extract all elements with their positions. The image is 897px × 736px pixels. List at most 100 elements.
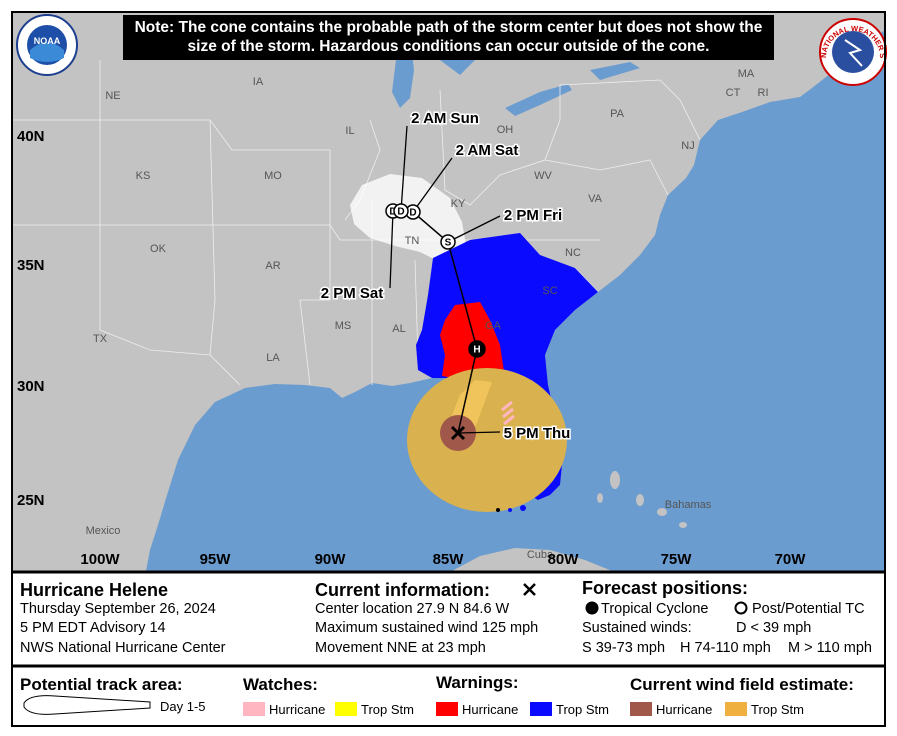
ptc-icon: [734, 601, 748, 615]
place-label: NE: [105, 90, 120, 102]
track-point: [468, 340, 486, 358]
leader-line: [447, 215, 501, 243]
note-box: [123, 15, 774, 60]
wind-m: M > 110 mph: [788, 640, 872, 656]
leader-line: [389, 210, 394, 289]
day-range: Day 1-5: [160, 699, 206, 714]
lake: [505, 84, 572, 116]
x-mark: [523, 583, 536, 596]
current-heading: Current information:: [315, 580, 490, 600]
track-symbol: D: [409, 208, 416, 219]
lake: [590, 62, 640, 80]
noaa-text: NOAA: [34, 36, 61, 46]
place-labels: NE IA IL OH PA MA CT RI NJ WV VA KY KS MO OK AR TN NC SC GA…: [86, 68, 769, 561]
place-label: KY: [451, 198, 466, 210]
wind-s: S 39-73 mph: [582, 640, 665, 656]
grid-labels: 40N 35N 30N 25N 100W 95W 90W 85W 80W 75W 70W: [17, 128, 806, 568]
track-time: 2 AM Sat: [456, 142, 519, 159]
wind-d: D < 39 mph: [736, 620, 811, 636]
x-icon: [523, 583, 536, 596]
border: [299, 150, 331, 386]
place-label: LA: [266, 352, 280, 364]
track-symbol: D: [397, 207, 404, 218]
date: Thursday September 26, 2024: [20, 601, 216, 617]
bahamas: [597, 471, 687, 528]
max-wind: Maximum sustained wind 125 mph: [315, 620, 538, 636]
place-label: PA: [610, 108, 625, 120]
border: [209, 119, 241, 386]
note: Note: The cone contains the probable pat…: [134, 19, 763, 55]
place-label: WV: [534, 170, 552, 182]
track-time: 2 AM Sun: [411, 110, 479, 127]
border: [559, 79, 701, 141]
place-label: NC: [565, 247, 581, 259]
hatch: [501, 400, 513, 412]
place-label: Cuba: [527, 549, 554, 561]
place-label: KS: [136, 170, 151, 182]
wind-field-tropical-storm: [407, 368, 567, 512]
swatch-label: Trop Stm: [751, 702, 804, 717]
cone: [350, 174, 466, 262]
leader-line: [400, 125, 408, 212]
keys: [496, 508, 500, 512]
track-time: 2 PM Sat: [321, 285, 384, 302]
swatch: [243, 702, 265, 716]
swatch: [725, 702, 747, 716]
swatches: Hurricane Trop Stm Hurricane Trop Stm Hurric…: [243, 702, 804, 717]
swatch-label: Trop Stm: [556, 702, 609, 717]
advisory: 5 PM EDT Advisory 14: [20, 620, 166, 636]
forecast-heading: Forecast positions:: [582, 578, 748, 598]
track-heading: Potential track area:: [20, 675, 183, 694]
place-label: MS: [335, 320, 352, 332]
track-symbol: D: [389, 207, 396, 218]
lon-label: 70W: [775, 551, 807, 568]
island: [636, 494, 644, 506]
place-label: AL: [392, 323, 405, 335]
border: [12, 119, 330, 151]
track-time: 5 PM Thu: [504, 425, 571, 442]
place-label: IA: [253, 76, 264, 88]
lat-label: 35N: [17, 257, 45, 274]
place-label: OK: [150, 243, 167, 255]
island: [597, 493, 603, 503]
frame: [11, 11, 886, 727]
place-label: IL: [345, 125, 354, 137]
current-position: [450, 425, 466, 441]
place-label: GA: [485, 320, 502, 332]
warnings-heading: Warnings:: [436, 673, 518, 692]
post-tc: Post/Potential TC: [752, 601, 865, 617]
place-label: Mexico: [86, 525, 121, 537]
map: NE IA IL OH PA MA CT RI NJ WV VA KY KS MO OK AR TN NC SC GA…: [0, 0, 887, 571]
place-label: MA: [738, 68, 755, 80]
lon-label: 75W: [661, 551, 693, 568]
lon-label: 100W: [80, 551, 120, 568]
lat-label: 25N: [17, 492, 45, 509]
swatch: [436, 702, 458, 716]
border: [439, 89, 561, 206]
track-point: [393, 203, 409, 219]
track-symbol: S: [445, 238, 452, 249]
swatch-label: Hurricane: [462, 702, 518, 717]
place-label: RI: [758, 87, 769, 99]
watch-hurricane-hatch: [501, 400, 515, 426]
movement: Movement NNE at 23 mph: [315, 640, 486, 656]
place-label: VA: [588, 193, 603, 205]
keys: [508, 508, 512, 512]
border: [99, 60, 211, 356]
place-label: CT: [726, 87, 741, 99]
swatch-label: Hurricane: [656, 702, 712, 717]
hatch: [502, 407, 514, 419]
cuba: [452, 548, 612, 571]
swatch: [530, 702, 552, 716]
tc-icon: [585, 601, 599, 615]
wind-heading: Current wind field estimate:: [630, 675, 854, 694]
watches-heading: Watches:: [243, 675, 318, 694]
state-borders: [12, 60, 701, 386]
track-point: [440, 234, 456, 250]
swatch-label: Trop Stm: [361, 702, 414, 717]
swatch: [335, 702, 357, 716]
lon-label: 85W: [433, 551, 465, 568]
place-label: MO: [264, 170, 282, 182]
noaa-logo: NOAA: [16, 14, 78, 76]
office: NWS National Hurricane Center: [20, 640, 226, 656]
